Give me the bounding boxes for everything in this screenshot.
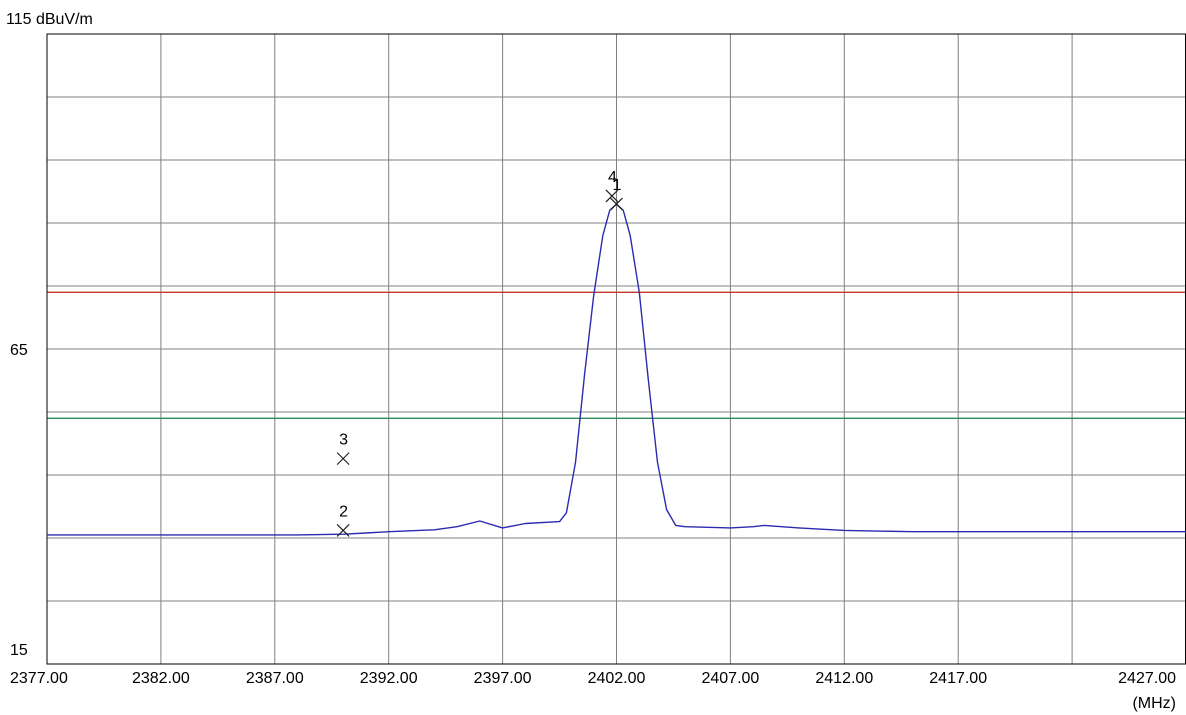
x-tick-label: 2392.00 xyxy=(360,670,418,687)
x-tick-label: 2427.00 xyxy=(1118,670,1176,687)
marker-1: 1 xyxy=(610,177,623,211)
x-tick-label: 2412.00 xyxy=(815,670,873,687)
marker-3: 3 xyxy=(336,432,350,466)
x-axis-unit-label: (MHz) xyxy=(1132,695,1176,712)
x-tick-label: 2382.00 xyxy=(132,670,190,687)
x-tick-label: 2377.00 xyxy=(10,670,68,687)
marker-layer: 1 2 3 4 xyxy=(336,169,623,537)
marker-2: 2 xyxy=(336,503,350,537)
y-axis-bottom-label: 15 xyxy=(10,642,28,659)
marker-label: 2 xyxy=(339,503,348,520)
x-tick-label: 2417.00 xyxy=(929,670,987,687)
x-tick-label: 2407.00 xyxy=(701,670,759,687)
limit-lines xyxy=(47,291,1186,419)
y-axis-top-label: 115 dBuV/m xyxy=(6,11,93,28)
marker-label: 3 xyxy=(339,432,348,449)
grid-lines xyxy=(47,34,1186,664)
x-tick-label: 2402.00 xyxy=(588,670,646,687)
marker-label: 1 xyxy=(613,177,622,194)
x-tick-label: 2387.00 xyxy=(246,670,304,687)
x-axis-tick-labels: 2377.00 2382.00 2387.00 2392.00 2397.00 2402.… xyxy=(10,670,1176,687)
y-axis-mid-label: 65 xyxy=(10,342,28,359)
marker-4: 4 xyxy=(605,169,619,203)
x-tick-label: 2397.00 xyxy=(474,670,532,687)
marker-label: 4 xyxy=(608,169,617,186)
